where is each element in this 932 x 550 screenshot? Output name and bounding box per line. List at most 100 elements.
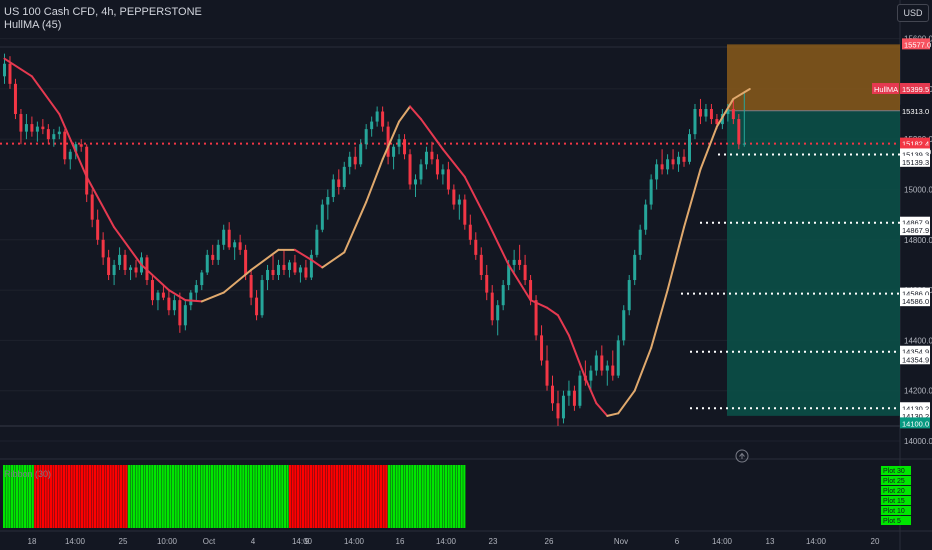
- ribbon-bar: [403, 465, 406, 528]
- candle: [578, 375, 582, 406]
- candle: [435, 159, 439, 175]
- price-tag-label: 14354.9: [902, 348, 929, 357]
- price-axis-label: 15000.0: [904, 185, 932, 194]
- ribbon-bar: [203, 465, 206, 528]
- ribbon-bar: [153, 465, 156, 528]
- indicator-title[interactable]: HullMA (45): [4, 19, 62, 31]
- hull-ma-segment: [546, 306, 559, 317]
- candle: [167, 297, 171, 311]
- ribbon-bar: [130, 465, 133, 528]
- price-tag-bg: [900, 148, 930, 160]
- ribbon-bar: [408, 465, 411, 528]
- price-tag-label: 14867.9: [902, 226, 929, 235]
- ribbon-bar: [411, 465, 414, 528]
- hull-ma-segment: [584, 377, 598, 405]
- ribbon-bar: [458, 465, 461, 528]
- ribbon-bar: [226, 465, 229, 528]
- candle: [737, 119, 741, 145]
- ribbon-bar: [120, 465, 123, 528]
- price-tag-bg: [900, 402, 930, 414]
- ribbon-plot-bg: [881, 466, 911, 475]
- candle: [622, 310, 626, 341]
- ribbon-bar: [117, 465, 120, 528]
- candle: [479, 254, 483, 275]
- time-axis[interactable]: 18 14:00 25 10:00 Oct 4 14:009 14:00 16 14:00 23 26…: [28, 537, 880, 546]
- candle: [107, 257, 111, 275]
- price-axis[interactable]: 14000.014200.014400.014600.014800.015000…: [904, 35, 932, 446]
- ribbon-bar: [312, 465, 315, 528]
- ribbon-bar: [229, 465, 232, 528]
- stop-zone: [727, 110, 900, 416]
- hull-ma-segment: [3, 57, 33, 78]
- ribbon-bar: [36, 465, 39, 528]
- ribbon-bar: [463, 465, 466, 528]
- ribbon-bar: [49, 465, 52, 528]
- ribbon-bar: [351, 465, 354, 528]
- ribbon-title[interactable]: Ribbon (30): [4, 469, 52, 479]
- time-axis-label: 4: [251, 537, 256, 546]
- ribbon-bar: [242, 465, 245, 528]
- price-tag-bg: [900, 216, 930, 228]
- ribbon-bar: [231, 465, 234, 528]
- candle: [101, 239, 105, 258]
- candle: [501, 285, 505, 306]
- hull-ma-segment: [113, 226, 143, 266]
- ribbon-bar: [429, 465, 432, 528]
- ribbon-bar: [291, 465, 294, 528]
- ribbon-bar: [250, 465, 253, 528]
- ribbon-bar: [406, 465, 409, 528]
- candle: [46, 129, 50, 140]
- candle: [238, 242, 242, 250]
- candle: [644, 204, 648, 230]
- ribbon-bar: [237, 465, 240, 528]
- candle: [156, 292, 160, 301]
- candle: [8, 63, 12, 84]
- ribbon-bar: [442, 465, 445, 528]
- candle: [572, 390, 576, 406]
- symbol-title[interactable]: US 100 Cash CFD, 4h, PEPPERSTONE: [4, 6, 202, 18]
- ribbon-bar: [156, 465, 159, 528]
- ribbon-bar: [447, 465, 450, 528]
- ribbon-bar: [325, 465, 328, 528]
- candle: [556, 403, 560, 419]
- ribbon-bar: [216, 465, 219, 528]
- ribbon-plot-bg: [881, 496, 911, 505]
- time-axis-label: Nov: [614, 537, 628, 546]
- ribbon-bar: [387, 465, 390, 528]
- candle: [244, 249, 248, 275]
- candle: [298, 267, 302, 273]
- candle: [19, 114, 23, 132]
- refresh-icon[interactable]: [735, 449, 749, 463]
- ribbon-plot-label: Plot 20: [883, 488, 905, 495]
- currency-button[interactable]: USD: [897, 4, 929, 22]
- hull-ma-segment: [409, 105, 422, 121]
- candle: [474, 239, 478, 255]
- price-tag-label: 15182.4: [902, 140, 929, 149]
- ribbon-bar: [65, 465, 68, 528]
- ribbon-bar: [346, 465, 349, 528]
- price-tag-label: 15577.0: [904, 40, 931, 49]
- hull-ma-segment: [595, 402, 609, 417]
- ribbon-bar: [138, 465, 141, 528]
- ribbon-bar: [57, 465, 60, 528]
- ribbon-bar: [385, 465, 388, 528]
- ribbon-bar: [265, 465, 268, 528]
- ribbon-bar: [460, 465, 463, 528]
- candle: [30, 124, 34, 132]
- candle: [320, 204, 324, 230]
- price-axis-label: 14000.0: [904, 437, 932, 446]
- hull-ma-segment: [463, 175, 488, 221]
- candle: [446, 169, 450, 190]
- ribbon-bar: [439, 465, 442, 528]
- price-tag-label: 15313.0: [902, 107, 929, 116]
- candle: [726, 109, 730, 115]
- hull-ma-segment: [485, 218, 510, 266]
- ribbon-bar: [179, 465, 182, 528]
- price-tag-bg: [900, 417, 930, 429]
- ribbon-bar: [307, 465, 310, 528]
- ribbon-bar: [426, 465, 429, 528]
- ribbon-bar: [5, 465, 8, 528]
- candle: [457, 199, 461, 205]
- ribbon-bar: [302, 465, 305, 528]
